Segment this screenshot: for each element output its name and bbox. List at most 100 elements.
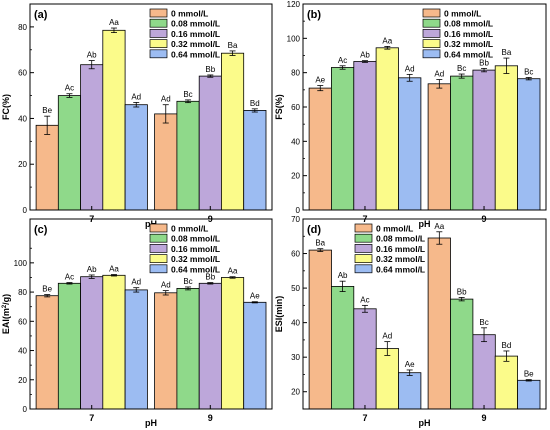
legend-label: 0.64 mmol/L [376,264,425,274]
y-tick-label: 100 [287,34,301,43]
y-tick-label: 0 [23,206,28,215]
y-axis-label-prefix: EAI(m [1,308,11,334]
legend-swatch [422,49,441,59]
y-tick-label: 70 [291,215,300,224]
significance-letter: Bb [479,58,489,67]
y-tick-label: 60 [18,317,27,326]
y-tick-label: 20 [291,388,300,397]
y-tick-label: 60 [291,250,300,259]
bar [330,285,355,410]
panel-2: Be Ad Ac Bc Ab Bb Aa Aa Ad Ae 0 20 40 60 80 100 7 9 pH EAI(… [1,218,273,428]
legend-label: 0.08 mmol/L [171,19,220,29]
bar [330,67,355,211]
y-tick-label: 120 [287,0,301,9]
y-axis-label-suffix: /g) [1,294,11,305]
significance-letter: Be [42,285,52,294]
significance-letter: Ad [131,278,141,287]
bar [220,52,245,211]
legend-label: 0.32 mmol/L [444,39,493,49]
significance-letter: Aa [109,265,119,274]
y-tick-label: 80 [18,288,27,297]
bar [308,249,332,410]
legend-label: 0 mmol/L [171,224,208,234]
legend-label: 0.08 mmol/L [444,19,493,29]
legend-swatch [354,223,373,233]
bar [375,47,399,211]
bar [427,83,451,211]
significance-letter: Ad [382,332,392,341]
legend-swatch [149,254,168,263]
bar [375,348,399,410]
bar [198,282,222,410]
x-tick-label: 9 [482,413,487,423]
bar [243,301,267,410]
legend-label: 0.32 mmol/L [171,39,220,49]
legend-swatch [149,233,168,243]
y-tick-label: 20 [18,376,27,385]
x-axis-label: pH [419,219,431,229]
bar [450,75,474,211]
legend-label: 0.16 mmol/L [171,244,220,254]
bar [243,110,267,211]
bar [427,237,451,410]
legend-label: 0.16 mmol/L [171,29,220,39]
significance-letter: Bc [524,67,533,76]
significance-letter: Ac [65,273,74,282]
significance-letter: Bd [250,99,260,108]
panel-label: (a) [34,9,48,21]
bar [198,75,222,211]
legend-swatch [422,39,441,48]
x-axis-label: pH [145,418,157,428]
x-tick-label: 7 [362,413,367,423]
x-axis-label: pH [419,418,431,428]
y-tick-label: 20 [18,160,27,169]
bar [398,77,422,211]
legend-swatch [149,49,168,59]
bar [353,61,377,211]
significance-letter: Ac [65,84,74,93]
significance-letter: Ad [131,92,141,101]
y-axis-label: ESI(min) [274,296,284,333]
bar [154,292,178,410]
bar [494,355,519,410]
bar [472,334,496,410]
significance-letter: Ab [87,265,97,274]
significance-letter: Ae [405,360,415,369]
significance-letter: Be [42,106,52,115]
significance-letter: Aa [109,18,119,27]
bar [450,298,474,410]
bar [517,78,541,211]
panel-label: (c) [34,224,48,236]
y-tick-label: 40 [18,347,27,356]
legend-swatch [422,8,441,18]
legend-swatch [422,18,441,28]
significance-letter: Bb [205,65,215,74]
y-tick-label: 80 [18,23,27,32]
significance-letter: Ae [250,292,260,301]
legend-label: 0.08 mmol/L [376,234,425,244]
legend-label: 0.64 mmol/L [171,264,220,274]
bar [517,379,541,410]
panel-3: Ba Aa Ab Bb Ac Bc Ad Bd Ae Be 20 30 40 50 60 70 7 9 pH ESI(… [274,215,547,428]
y-axis-label: FC(%) [1,94,11,120]
plot-frame [302,218,547,410]
legend-label: 0.32 mmol/L [171,254,220,264]
bar [353,308,377,410]
significance-letter: Aa [382,36,392,45]
bar [176,287,200,410]
significance-letter: Ad [161,281,171,290]
y-tick-label: 0 [296,206,301,215]
significance-letter: Ab [360,51,370,60]
bar [308,87,332,211]
bar [57,282,81,410]
significance-letter: Ac [360,295,369,304]
y-tick-label: 40 [291,319,300,328]
significance-letter: Bc [183,277,192,286]
y-tick-label: 40 [291,137,300,146]
significance-letter: Ab [87,51,97,60]
x-tick-label: 7 [89,413,94,423]
x-tick-label: 9 [208,413,213,423]
legend-swatch [149,8,168,18]
